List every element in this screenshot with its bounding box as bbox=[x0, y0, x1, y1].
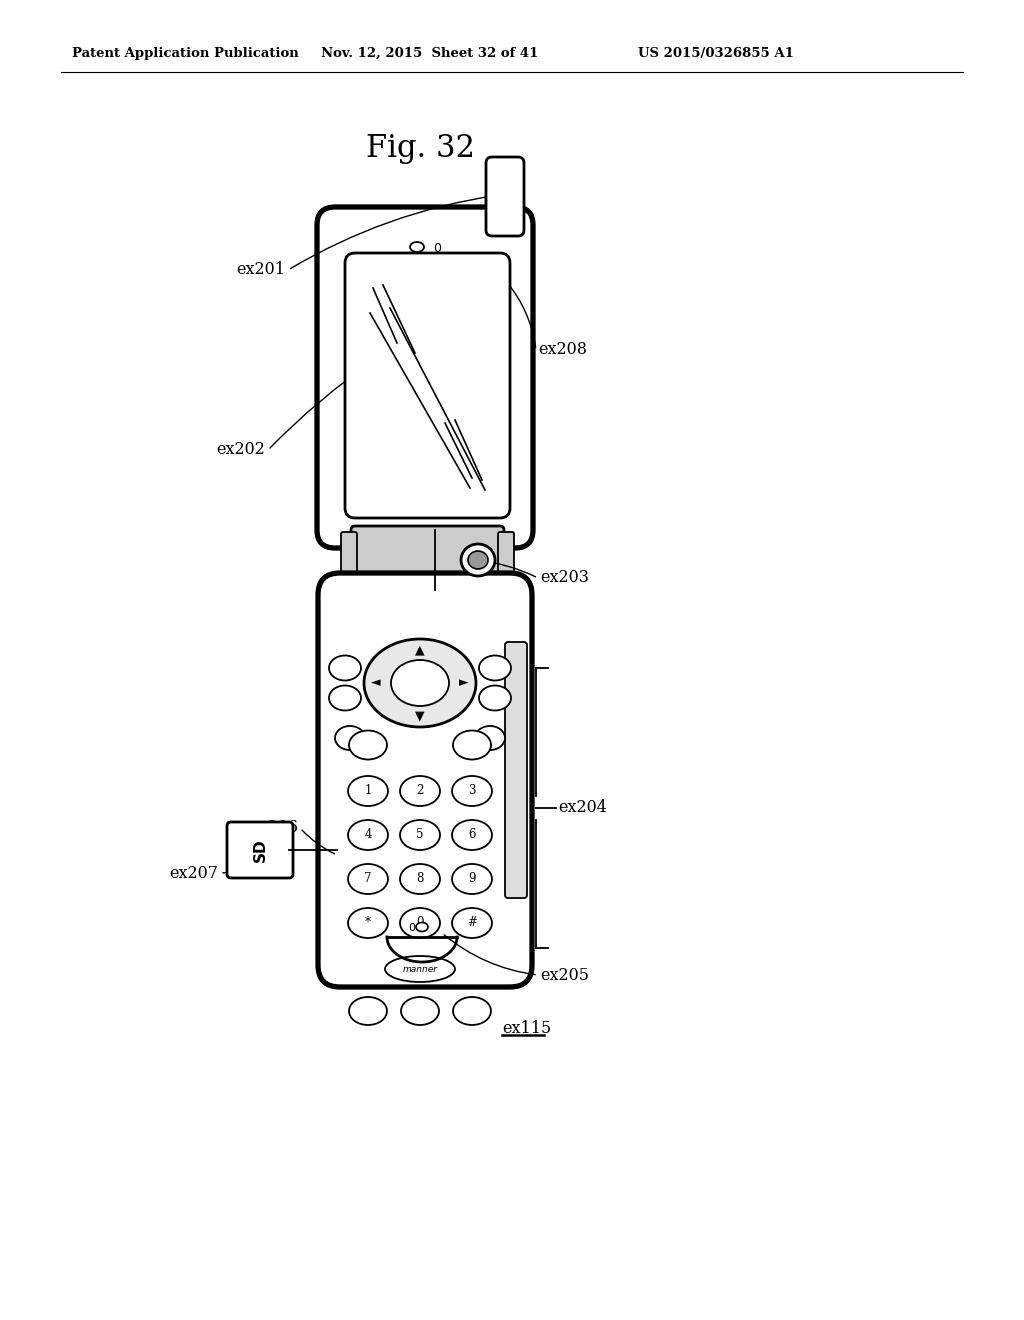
Text: 5: 5 bbox=[416, 829, 424, 842]
FancyBboxPatch shape bbox=[486, 157, 524, 236]
Ellipse shape bbox=[452, 908, 492, 939]
Ellipse shape bbox=[452, 865, 492, 894]
Text: ►: ► bbox=[459, 676, 469, 689]
Ellipse shape bbox=[400, 776, 440, 807]
Ellipse shape bbox=[479, 685, 511, 710]
Ellipse shape bbox=[348, 820, 388, 850]
Text: Patent Application Publication: Patent Application Publication bbox=[72, 46, 299, 59]
Text: US 2015/0326855 A1: US 2015/0326855 A1 bbox=[638, 46, 794, 59]
Text: ▼: ▼ bbox=[415, 710, 425, 722]
Text: *: * bbox=[365, 916, 371, 929]
Text: ex206: ex206 bbox=[249, 820, 298, 837]
Ellipse shape bbox=[349, 997, 387, 1026]
Ellipse shape bbox=[348, 908, 388, 939]
Ellipse shape bbox=[335, 726, 365, 750]
Text: ex208: ex208 bbox=[538, 342, 587, 359]
Text: manner: manner bbox=[402, 965, 437, 974]
Ellipse shape bbox=[453, 730, 490, 759]
Text: 0: 0 bbox=[409, 923, 416, 933]
Text: #: # bbox=[467, 916, 477, 929]
Ellipse shape bbox=[400, 865, 440, 894]
Text: 0: 0 bbox=[416, 916, 424, 929]
Ellipse shape bbox=[475, 726, 505, 750]
Text: 9: 9 bbox=[468, 873, 476, 886]
Text: ex202: ex202 bbox=[216, 441, 265, 458]
Ellipse shape bbox=[468, 550, 488, 569]
Text: ex115: ex115 bbox=[502, 1020, 551, 1038]
Text: 3: 3 bbox=[468, 784, 476, 797]
FancyBboxPatch shape bbox=[341, 532, 357, 587]
Text: 1: 1 bbox=[365, 784, 372, 797]
FancyBboxPatch shape bbox=[318, 573, 532, 987]
FancyBboxPatch shape bbox=[345, 253, 510, 517]
Ellipse shape bbox=[452, 776, 492, 807]
Ellipse shape bbox=[348, 865, 388, 894]
Ellipse shape bbox=[410, 242, 424, 252]
FancyBboxPatch shape bbox=[498, 532, 514, 587]
Ellipse shape bbox=[329, 685, 361, 710]
Text: 4: 4 bbox=[365, 829, 372, 842]
Ellipse shape bbox=[401, 997, 439, 1026]
Ellipse shape bbox=[348, 776, 388, 807]
Text: 0: 0 bbox=[433, 243, 441, 256]
Ellipse shape bbox=[479, 656, 511, 681]
FancyBboxPatch shape bbox=[227, 822, 293, 878]
Ellipse shape bbox=[385, 956, 455, 982]
Text: ex201: ex201 bbox=[236, 261, 285, 279]
Ellipse shape bbox=[391, 660, 449, 706]
Ellipse shape bbox=[400, 908, 440, 939]
FancyBboxPatch shape bbox=[351, 525, 504, 594]
Text: ex207: ex207 bbox=[169, 865, 218, 882]
FancyBboxPatch shape bbox=[317, 207, 534, 548]
Text: 7: 7 bbox=[365, 873, 372, 886]
Text: SD: SD bbox=[253, 838, 267, 862]
Text: Nov. 12, 2015  Sheet 32 of 41: Nov. 12, 2015 Sheet 32 of 41 bbox=[322, 46, 539, 59]
Text: 8: 8 bbox=[417, 873, 424, 886]
Text: ex204: ex204 bbox=[558, 800, 607, 817]
Text: 2: 2 bbox=[417, 784, 424, 797]
Text: 6: 6 bbox=[468, 829, 476, 842]
Ellipse shape bbox=[416, 923, 428, 932]
FancyBboxPatch shape bbox=[505, 642, 527, 898]
Ellipse shape bbox=[329, 656, 361, 681]
Ellipse shape bbox=[400, 820, 440, 850]
Text: Fig. 32: Fig. 32 bbox=[366, 132, 474, 164]
Text: ex203: ex203 bbox=[540, 569, 589, 586]
Text: ▲: ▲ bbox=[415, 644, 425, 656]
Ellipse shape bbox=[453, 997, 490, 1026]
Ellipse shape bbox=[461, 544, 495, 576]
Ellipse shape bbox=[364, 639, 476, 727]
Ellipse shape bbox=[349, 730, 387, 759]
Text: ex205: ex205 bbox=[540, 966, 589, 983]
Text: ◄: ◄ bbox=[371, 676, 381, 689]
Ellipse shape bbox=[452, 820, 492, 850]
